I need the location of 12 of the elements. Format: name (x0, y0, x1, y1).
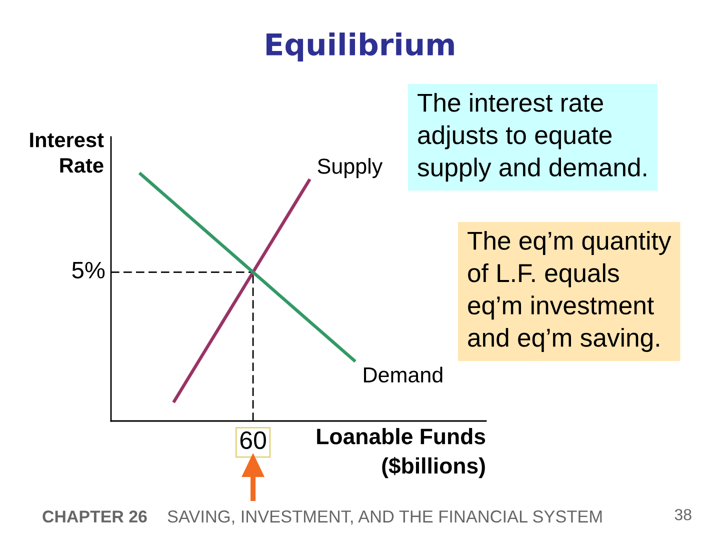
x-axis-title: Loanable Funds ($billions) (317, 428, 486, 478)
text: CHAPTER 26 (42, 510, 147, 523)
annotation: The interest rate adjusts to equate supply and demand. (418, 93, 646, 182)
annotation: The eq’m quantity of L.F. equals eq’m investment and eq’m saving. (468, 231, 672, 352)
text: 60 (240, 431, 266, 450)
series-label: Supply (318, 158, 383, 178)
text: SAVING, INVESTMENT, AND THE FINANCIAL SYSTEM (168, 510, 602, 525)
chart-title: Equilibrium (266, 32, 454, 62)
y-axis-title: Interest Rate (30, 132, 104, 173)
series-label: Demand (364, 366, 442, 383)
text: 38 (674, 508, 692, 520)
text: 5% (72, 262, 105, 279)
